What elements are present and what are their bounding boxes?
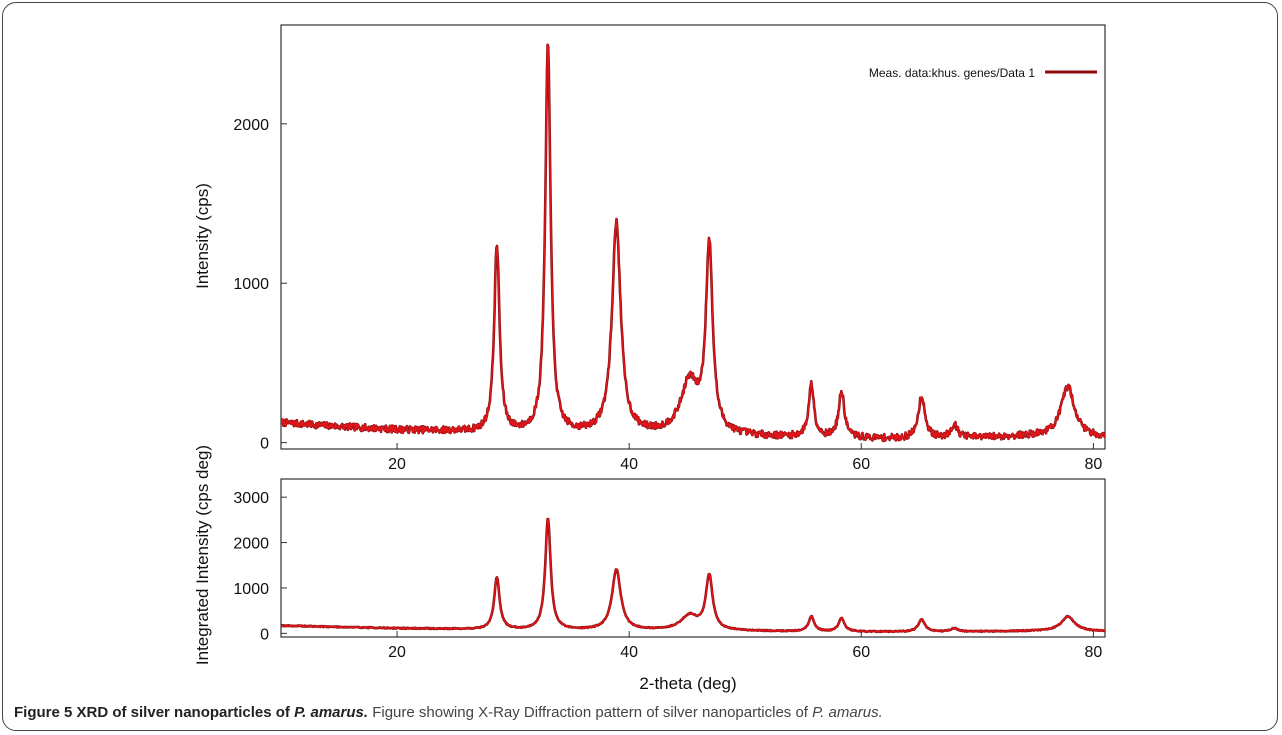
y-tick-label: 2000 bbox=[233, 117, 269, 134]
y-tick-label: 0 bbox=[260, 436, 269, 453]
x-tick-label: 80 bbox=[1084, 644, 1102, 661]
y-tick-label: 1000 bbox=[233, 581, 269, 598]
figure-caption: Figure 5 XRD of silver nanoparticles of … bbox=[14, 704, 1264, 721]
x-tick-label: 60 bbox=[852, 644, 870, 661]
x-axis-label: 2-theta (deg) bbox=[639, 674, 736, 693]
x-tick-label: 20 bbox=[388, 644, 406, 661]
caption-description: Figure showing X-Ray Diffraction pattern… bbox=[368, 704, 883, 721]
plot-frame bbox=[280, 24, 1106, 450]
caption-desc-species: P. amarus. bbox=[812, 704, 883, 721]
caption-label: Figure 5 XRD of silver nanoparticles of … bbox=[14, 704, 368, 721]
y-tick-label: 2000 bbox=[233, 536, 269, 553]
y-axis-label: Intensity (cps) bbox=[193, 183, 212, 289]
series-line-outline bbox=[281, 43, 1105, 443]
series-line-outline bbox=[281, 517, 1105, 634]
caption-label-text: Figure 5 XRD of silver nanoparticles of bbox=[14, 704, 295, 721]
y-tick-label: 1000 bbox=[233, 276, 269, 293]
x-tick-label: 20 bbox=[388, 456, 406, 473]
top-panel: 20 40 60 80 0 1000 2000 Intensity (cps) bbox=[193, 24, 1106, 473]
series-line bbox=[281, 44, 1105, 442]
x-tick-label: 60 bbox=[852, 456, 870, 473]
caption-label-species: P. amarus. bbox=[294, 704, 369, 721]
plot-frame bbox=[280, 478, 1106, 638]
y-axis-label: Integrated Intensity (cps deg) bbox=[193, 445, 212, 665]
y-tick-label: 0 bbox=[260, 626, 269, 643]
series-line bbox=[281, 518, 1105, 633]
legend: Meas. data:khus. genes/Data 1 bbox=[869, 66, 1097, 80]
x-tick-label: 40 bbox=[620, 644, 638, 661]
y-tick-label: 3000 bbox=[233, 490, 269, 507]
legend-label: Meas. data:khus. genes/Data 1 bbox=[869, 66, 1035, 80]
x-tick-label: 40 bbox=[620, 456, 638, 473]
bottom-panel: 20 40 60 80 0 1000 2000 3000 Integrated Intensit… bbox=[193, 445, 1106, 665]
x-tick-label: 80 bbox=[1084, 456, 1102, 473]
caption-desc-text: Figure showing X-Ray Diffraction pattern… bbox=[368, 704, 813, 721]
